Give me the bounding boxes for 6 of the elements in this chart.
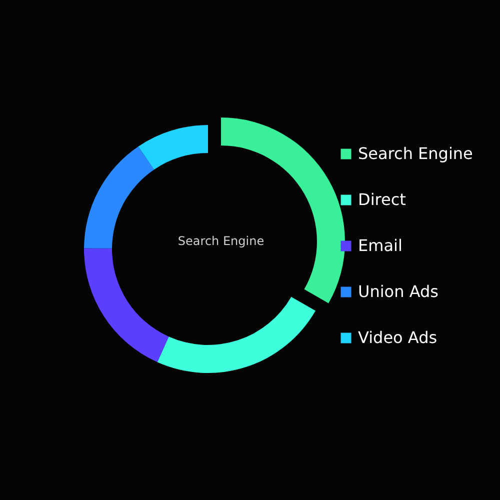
legend-label: Search Engine — [358, 144, 473, 163]
legend-label: Direct — [358, 190, 406, 209]
text: Search Engine — [178, 234, 264, 248]
legend-label: Video Ads — [358, 328, 438, 347]
legend-label: Email — [358, 236, 402, 255]
legend-label: Union Ads — [358, 282, 438, 301]
